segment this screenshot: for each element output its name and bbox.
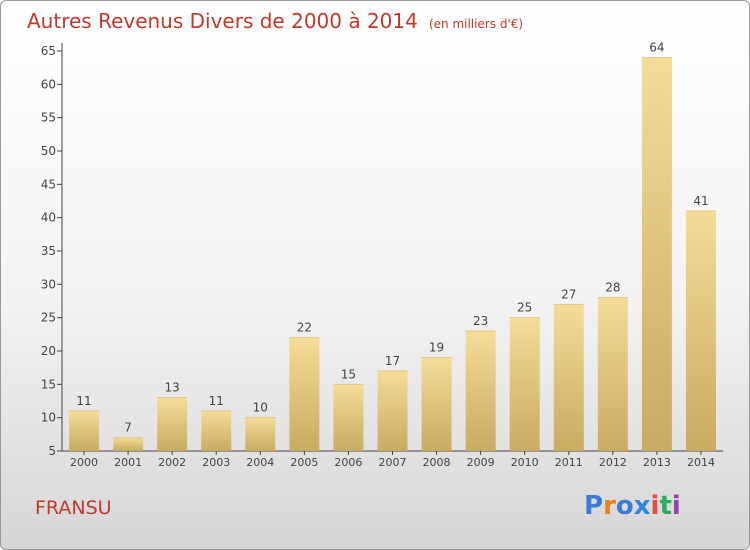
y-tick-label: 40 — [41, 211, 56, 225]
y-tick-label: 55 — [41, 111, 56, 125]
x-tick-label: 2003 — [202, 456, 230, 469]
commune-name: FRANSU — [35, 497, 112, 519]
bar — [333, 384, 364, 451]
x-tick-label: 2014 — [687, 456, 715, 469]
logo-letter: t — [659, 491, 672, 521]
bar — [553, 304, 584, 451]
x-tick-label: 2007 — [379, 456, 407, 469]
data-label: 11 — [209, 394, 224, 408]
x-tick-label: 2010 — [511, 456, 539, 469]
logo-letter: r — [603, 491, 616, 521]
x-tick-label: 2006 — [334, 456, 362, 469]
y-tick-label: 65 — [41, 44, 56, 58]
bar — [641, 57, 672, 452]
x-tick-label: 2000 — [70, 456, 98, 469]
logo-letter: i — [650, 491, 660, 521]
x-tick-label: 2002 — [158, 456, 186, 469]
x-tick-label: 2011 — [555, 456, 583, 469]
y-tick-label: 45 — [41, 177, 56, 191]
data-label: 41 — [693, 194, 708, 208]
x-tick-label: 2001 — [114, 456, 142, 469]
bar — [421, 357, 452, 451]
x-tick-label: 2012 — [599, 456, 627, 469]
data-label: 25 — [517, 301, 532, 315]
bar — [509, 317, 540, 451]
data-label: 22 — [297, 321, 312, 335]
data-label: 15 — [341, 367, 356, 381]
bar — [245, 417, 276, 451]
data-label: 17 — [385, 354, 400, 368]
y-tick-label: 15 — [41, 377, 56, 391]
chart-title: Autres Revenus Divers de 2000 à 2014 (en… — [27, 9, 523, 33]
title-unit: (en milliers d'€) — [428, 17, 524, 31]
x-tick-label: 2004 — [246, 456, 274, 469]
data-label: 64 — [649, 41, 664, 55]
data-label: 10 — [253, 401, 268, 415]
logo-letter: o — [615, 491, 634, 521]
bar — [289, 337, 320, 451]
y-tick-label: 50 — [41, 144, 56, 158]
proxiti-logo[interactable]: Proxiti — [584, 491, 681, 521]
x-tick-label: 2009 — [467, 456, 495, 469]
y-tick-label: 35 — [41, 244, 56, 258]
bar — [201, 411, 232, 451]
x-tick-label: 2005 — [290, 456, 318, 469]
x-tick-label: 2008 — [423, 456, 451, 469]
y-tick-label: 20 — [41, 344, 56, 358]
data-label: 23 — [473, 314, 488, 328]
data-label: 7 — [124, 421, 132, 435]
data-label: 27 — [561, 287, 576, 301]
bar — [157, 397, 188, 451]
bar — [597, 297, 628, 451]
bar — [69, 411, 100, 451]
data-label: 28 — [605, 281, 620, 295]
data-label: 19 — [429, 341, 444, 355]
y-tick-label: 60 — [41, 77, 56, 91]
logo-letter: i — [671, 491, 681, 521]
bar — [377, 371, 408, 451]
y-tick-label: 10 — [41, 411, 56, 425]
title-text: Autres Revenus Divers de 2000 à 2014 — [27, 9, 418, 33]
y-tick-label: 25 — [41, 311, 56, 325]
bar — [113, 437, 144, 451]
data-label: 13 — [165, 381, 180, 395]
logo-letter: x — [633, 491, 651, 521]
y-tick-label: 30 — [41, 277, 56, 291]
bar — [465, 331, 496, 451]
data-label: 11 — [76, 394, 91, 408]
bar — [685, 211, 716, 451]
logo-letter: P — [584, 491, 604, 521]
x-tick-label: 2013 — [643, 456, 671, 469]
y-tick-label: 5 — [48, 444, 56, 458]
